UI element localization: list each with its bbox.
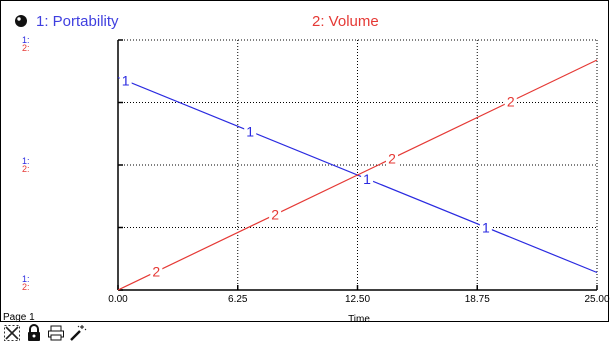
series-1-marker-bg bbox=[479, 219, 492, 236]
series-1-marker-bg bbox=[119, 72, 132, 89]
lock-icon[interactable] bbox=[24, 322, 44, 344]
series-2-marker: 2 bbox=[152, 264, 160, 280]
x-axis-title: Time bbox=[348, 314, 370, 325]
y-axis-bottom-label-1: 1: bbox=[22, 274, 30, 284]
series-1-marker: 1 bbox=[482, 219, 490, 235]
x-tick-labels: 0.00 6.25 12.50 18.75 25.00 bbox=[108, 294, 610, 305]
y-axis-mid-label-2: 2: bbox=[22, 164, 30, 174]
page-label: Page 1 bbox=[3, 312, 35, 323]
series-2-marker-bg bbox=[385, 150, 398, 167]
series-2-line bbox=[117, 59, 598, 291]
y-axis-bottom-label-2: 2: bbox=[22, 282, 30, 292]
series-1-marker-bg bbox=[244, 123, 257, 140]
y-axis-top-label-2: 2: bbox=[22, 43, 30, 53]
magic-wand-icon[interactable] bbox=[68, 322, 88, 344]
y-axis-top-label-1: 1: bbox=[22, 35, 30, 45]
series-group: 1 1 1 1 2 2 2 2 bbox=[117, 59, 598, 291]
grid bbox=[118, 39, 598, 290]
series-2-marker: 2 bbox=[507, 93, 515, 109]
series-2-marker-bg bbox=[150, 263, 163, 280]
crossed-graph-icon[interactable] bbox=[2, 322, 22, 344]
x-tick-label: 0.00 bbox=[108, 294, 128, 305]
x-tick-label: 12.50 bbox=[345, 294, 370, 305]
series-1-marker-bg bbox=[361, 170, 374, 187]
axes bbox=[117, 39, 598, 291]
x-tick-label: 25.00 bbox=[584, 294, 609, 305]
y-axis-mid-labels: 1: 2: bbox=[22, 156, 30, 174]
series-1-marker: 1 bbox=[363, 171, 371, 187]
graph-window bbox=[0, 0, 609, 322]
y-axis-top-labels: 1: 2: bbox=[22, 35, 30, 53]
legend-series-1: 1: Portability bbox=[36, 13, 119, 30]
print-icon[interactable] bbox=[46, 322, 66, 344]
x-tick-label: 18.75 bbox=[465, 294, 490, 305]
y-axis-bottom-labels: 1: 2: bbox=[22, 274, 30, 292]
series-1-marker: 1 bbox=[122, 73, 130, 89]
pin-icon[interactable] bbox=[14, 14, 28, 28]
graph-toolbar bbox=[2, 322, 88, 344]
series-2-marker-bg bbox=[504, 93, 517, 110]
series-2-marker: 2 bbox=[388, 150, 396, 166]
series-2-marker-bg bbox=[269, 206, 282, 223]
series-2-marker: 2 bbox=[271, 207, 279, 223]
x-tick-label: 6.25 bbox=[228, 294, 248, 305]
y-axis-mid-label-1: 1: bbox=[22, 156, 30, 166]
series-1-marker: 1 bbox=[246, 123, 254, 139]
legend-series-2: 2: Volume bbox=[312, 13, 379, 30]
